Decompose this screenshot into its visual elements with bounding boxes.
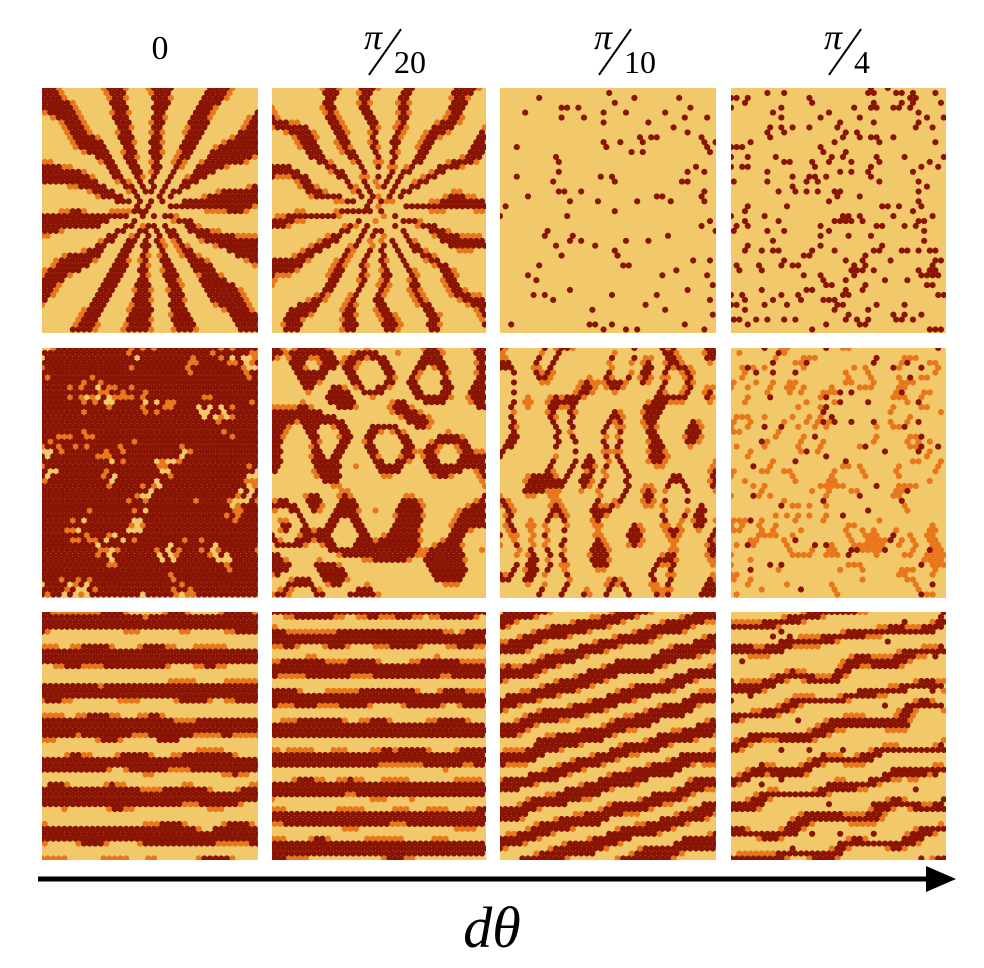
dark-domain-cells — [500, 612, 716, 860]
axis-label: dθ — [463, 895, 521, 960]
pattern-panel-r1-c1 — [272, 348, 486, 598]
pattern-panel-r0-c2 — [500, 88, 716, 333]
pattern-panel-r2-c0 — [42, 612, 258, 860]
dark-domain-cells — [500, 89, 716, 333]
dark-domain-cells — [42, 612, 258, 860]
dark-domain-cells — [731, 88, 946, 333]
pattern-panel-r0-c1 — [272, 88, 486, 333]
boundary-cells — [272, 613, 486, 860]
boundary-cells — [272, 88, 486, 333]
fraction-numerator: π — [594, 17, 613, 57]
boundary-cells — [42, 612, 258, 860]
dark-domain-cells — [42, 348, 258, 598]
fraction-pi-over-20: π 20 — [350, 14, 430, 84]
dark-domain-cells — [744, 348, 942, 598]
boundary-cells — [500, 612, 716, 860]
fraction-numerator: π — [824, 17, 843, 57]
fraction-denominator: 20 — [394, 44, 426, 80]
dark-domain-cells — [272, 348, 486, 598]
column-label-3: π 4 — [800, 14, 900, 84]
boundary-cells — [731, 348, 946, 598]
fraction-denominator: 10 — [624, 44, 656, 80]
fraction-pi-over-10: π 10 — [580, 14, 660, 84]
dark-domain-cells — [731, 612, 946, 860]
pattern-panel-r2-c3 — [731, 612, 946, 860]
dark-domain-cells — [272, 88, 486, 333]
dark-domain-cells — [500, 348, 716, 598]
boundary-cells — [500, 348, 716, 598]
column-label-1: π 20 — [340, 14, 440, 84]
pattern-panel-r0-c3 — [731, 88, 946, 333]
boundary-cells — [42, 88, 258, 333]
axis-arrow — [38, 866, 956, 892]
dark-domain-cells — [42, 88, 258, 333]
pattern-panel-r0-c0 — [42, 88, 258, 333]
fraction-pi-over-4: π 4 — [810, 14, 890, 84]
fraction-denominator: 4 — [854, 44, 870, 80]
column-label-0: 0 — [125, 14, 195, 84]
fraction-numerator: π — [364, 17, 383, 57]
pattern-panel-r1-c2 — [500, 348, 716, 598]
boundary-cells — [272, 348, 486, 598]
pattern-panel-r2-c2 — [500, 612, 716, 860]
pattern-panel-r2-c1 — [272, 612, 486, 860]
column-label-2: π 10 — [570, 14, 670, 84]
column-label-zero-text: 0 — [151, 30, 169, 67]
pattern-panel-r1-c3 — [731, 348, 946, 598]
dark-domain-cells — [272, 612, 486, 860]
pattern-panel-r1-c0 — [42, 348, 258, 598]
